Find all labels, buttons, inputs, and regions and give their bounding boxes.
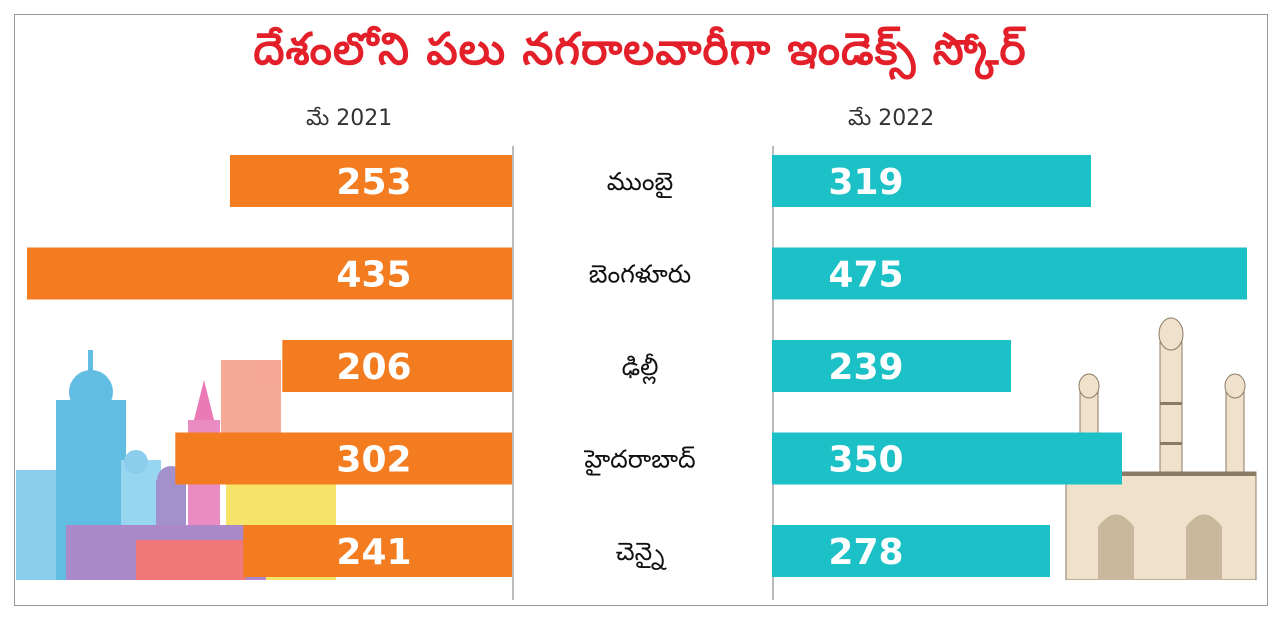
bar-2021-3: [175, 432, 512, 485]
left-divider: [512, 146, 514, 600]
value-label-2021-0: 253: [336, 162, 411, 203]
bar-2022-1: [772, 247, 1247, 300]
value-label-2022-2: 239: [828, 347, 903, 388]
bar-2021-2: [282, 340, 512, 392]
value-label-2022-3: 350: [828, 440, 903, 481]
city-label-4: చెన్నై: [616, 537, 667, 571]
value-label-2021-4: 241: [336, 532, 411, 573]
value-label-2022-0: 319: [828, 162, 903, 203]
bar-2021-0: [229, 155, 512, 207]
bar-2022-4: [772, 525, 1050, 577]
bar-2022-0: [772, 155, 1091, 207]
value-label-2021-2: 206: [336, 347, 411, 388]
value-label-2022-4: 278: [828, 532, 903, 573]
chart-frame: [14, 14, 1268, 606]
year-label-2021: మే 2021: [306, 106, 393, 131]
value-label-2021-1: 435: [336, 255, 411, 296]
value-label-2022-1: 475: [828, 255, 903, 296]
bar-2021-4: [243, 525, 513, 577]
city-label-1: బెంగళూరు: [589, 260, 691, 289]
charminar-illustration: [1065, 317, 1257, 580]
chart-title: దేశంలోని పలు నగరాలవారీగా ఇండెక్స్ స్కోర్: [253, 24, 1027, 75]
bar-2022-3: [772, 432, 1122, 485]
value-label-2021-3: 302: [336, 440, 411, 481]
city-label-3: హైదరాబాద్: [583, 445, 695, 476]
bar-2021-1: [27, 247, 512, 300]
bar-2022-2: [772, 340, 1011, 392]
year-label-2022: మే 2022: [848, 106, 935, 131]
city-label-2: ఢిల్లీ: [622, 352, 659, 385]
city-label-0: ముంబై: [607, 167, 674, 198]
